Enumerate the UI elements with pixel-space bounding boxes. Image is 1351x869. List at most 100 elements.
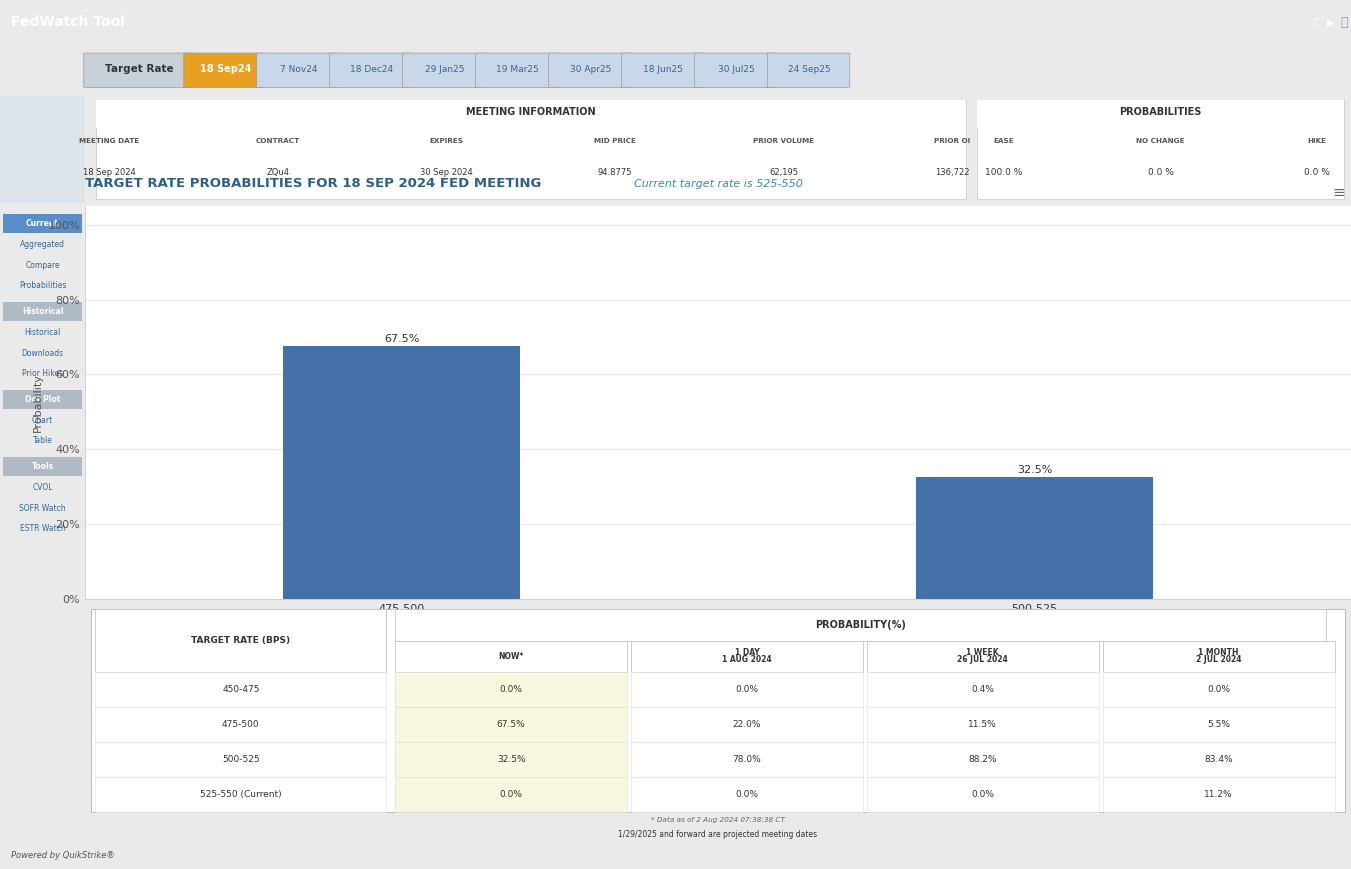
Bar [95, 672, 386, 706]
Text: Compare: Compare [26, 261, 59, 269]
Bar [631, 742, 863, 777]
Text: 83.4%: 83.4% [1204, 755, 1233, 764]
Bar [92, 609, 1344, 812]
FancyBboxPatch shape [330, 53, 412, 88]
FancyBboxPatch shape [549, 53, 631, 88]
Text: 0.0%: 0.0% [735, 790, 758, 799]
Text: Current target rate is 525-550: Current target rate is 525-550 [634, 178, 802, 189]
Text: 29 Jan25: 29 Jan25 [424, 65, 465, 74]
Text: 500-525: 500-525 [222, 755, 259, 764]
Text: Historical: Historical [22, 307, 63, 316]
Bar [977, 100, 1344, 199]
Text: 0.0%: 0.0% [735, 685, 758, 693]
Text: 88.2%: 88.2% [969, 755, 997, 764]
Bar [396, 742, 627, 777]
Text: Tools: Tools [31, 462, 54, 471]
Bar [1102, 672, 1335, 706]
Text: CVOL: CVOL [32, 483, 53, 492]
Text: 26 JUL 2024: 26 JUL 2024 [958, 655, 1008, 664]
Text: Target Rate: Target Rate [105, 64, 173, 75]
Bar [977, 100, 1344, 128]
Bar [396, 609, 1325, 640]
Text: Current: Current [26, 219, 59, 228]
Bar [95, 742, 386, 777]
Text: MEETING DATE: MEETING DATE [80, 138, 139, 143]
Text: 1/29/2025 and forward are projected meeting dates: 1/29/2025 and forward are projected meet… [619, 830, 817, 839]
Bar [1102, 777, 1335, 812]
Bar [867, 706, 1098, 742]
Text: 🐦: 🐦 [1340, 16, 1348, 29]
Bar [631, 777, 863, 812]
Bar [0, 96, 85, 202]
Text: Aggregated: Aggregated [20, 240, 65, 249]
Text: * Data as of 2 Aug 2024 07:38:38 CT: * Data as of 2 Aug 2024 07:38:38 CT [651, 817, 785, 823]
Text: 0.0%: 0.0% [1206, 685, 1229, 693]
FancyBboxPatch shape [403, 53, 485, 88]
Text: 19 Mar25: 19 Mar25 [496, 65, 539, 74]
Text: EASE: EASE [993, 138, 1015, 143]
Text: 1 DAY: 1 DAY [735, 648, 759, 657]
Text: Downloads: Downloads [22, 348, 63, 357]
Text: Chart: Chart [32, 415, 53, 425]
Text: Historical: Historical [24, 328, 61, 336]
Bar [95, 706, 386, 742]
Text: 32.5%: 32.5% [497, 755, 526, 764]
Text: 22.0%: 22.0% [732, 720, 761, 729]
Text: 11.5%: 11.5% [969, 720, 997, 729]
Text: PRIOR VOLUME: PRIOR VOLUME [754, 138, 815, 143]
Bar [631, 706, 863, 742]
Bar [4, 390, 81, 408]
Text: 30 Apr25: 30 Apr25 [570, 65, 611, 74]
Text: 7 Nov24: 7 Nov24 [280, 65, 317, 74]
Text: NOW*: NOW* [499, 652, 524, 660]
Text: TARGET RATE (BPS): TARGET RATE (BPS) [192, 636, 290, 645]
Bar [4, 214, 81, 233]
Text: 0.0%: 0.0% [971, 790, 994, 799]
Text: 0.0 %: 0.0 % [1304, 169, 1331, 177]
Text: ≡: ≡ [1332, 184, 1344, 200]
Text: 78.0%: 78.0% [732, 755, 762, 764]
Text: 136,722: 136,722 [935, 169, 970, 177]
Bar [916, 477, 1154, 599]
Text: Probabilities: Probabilities [19, 282, 66, 290]
Bar [1102, 640, 1335, 672]
Text: Powered by QuikStrike®: Powered by QuikStrike® [11, 852, 115, 860]
Text: PROBABILITY(%): PROBABILITY(%) [815, 620, 907, 630]
Text: 18 Sep 2024: 18 Sep 2024 [82, 169, 136, 177]
Text: HIKE: HIKE [1308, 138, 1327, 143]
Text: 450-475: 450-475 [222, 685, 259, 693]
FancyBboxPatch shape [84, 53, 193, 88]
Text: SOFR Watch: SOFR Watch [19, 503, 66, 513]
Text: 475-500: 475-500 [222, 720, 259, 729]
Text: Prior Hikes: Prior Hikes [22, 369, 63, 378]
Bar [96, 100, 966, 199]
Bar [4, 302, 81, 321]
Bar [95, 777, 386, 812]
Text: MID PRICE: MID PRICE [594, 138, 636, 143]
Text: EXPIRES: EXPIRES [430, 138, 463, 143]
Bar [396, 672, 627, 706]
Text: Dot Plot: Dot Plot [24, 395, 61, 404]
Bar [282, 347, 520, 599]
Text: TARGET RATE PROBABILITIES FOR 18 SEP 2024 FED MEETING: TARGET RATE PROBABILITIES FOR 18 SEP 202… [85, 176, 542, 189]
Bar [95, 609, 386, 672]
Text: 2 JUL 2024: 2 JUL 2024 [1196, 655, 1242, 664]
Text: PROBABILITIES: PROBABILITIES [1120, 107, 1201, 117]
Text: 67.5%: 67.5% [497, 720, 526, 729]
Text: 67.5%: 67.5% [384, 334, 419, 344]
Text: 1 MONTH: 1 MONTH [1198, 648, 1239, 657]
FancyBboxPatch shape [257, 53, 339, 88]
Text: 94.8775: 94.8775 [598, 169, 632, 177]
Text: 62,195: 62,195 [769, 169, 798, 177]
Text: PRIOR OI: PRIOR OI [935, 138, 970, 143]
X-axis label: Target Rate (in bps): Target Rate (in bps) [659, 619, 777, 632]
Text: 1 WEEK: 1 WEEK [966, 648, 1000, 657]
Text: 24 Sep25: 24 Sep25 [788, 65, 831, 74]
Text: FedWatch Tool: FedWatch Tool [11, 16, 124, 30]
Text: ESTR Watch: ESTR Watch [20, 524, 65, 534]
Bar [631, 640, 863, 672]
Text: ZQu4: ZQu4 [266, 169, 289, 177]
FancyBboxPatch shape [621, 53, 704, 88]
Text: 11.2%: 11.2% [1204, 790, 1233, 799]
Text: 5.5%: 5.5% [1206, 720, 1229, 729]
